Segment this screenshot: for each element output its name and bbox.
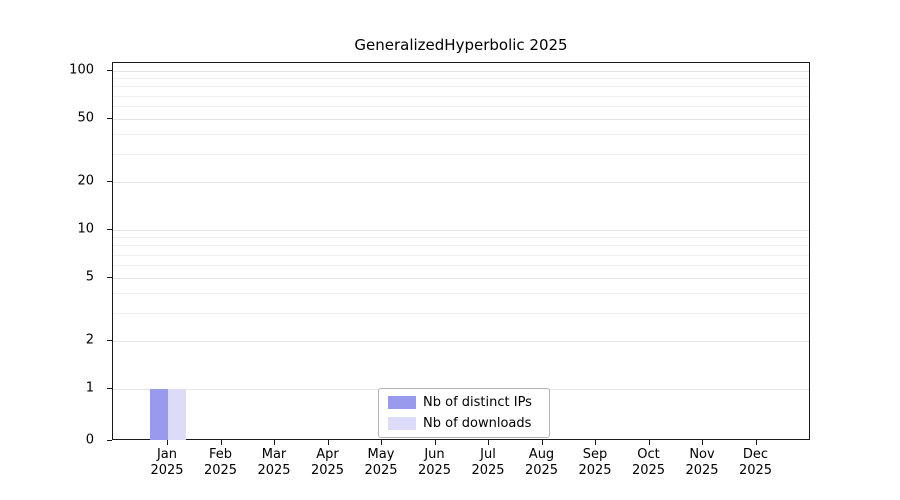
x-axis-tick-label: Nov 2025 xyxy=(672,447,732,479)
x-axis-tick xyxy=(488,440,489,445)
minor-gridline xyxy=(113,293,809,295)
x-axis-tick xyxy=(648,440,650,445)
minor-gridline xyxy=(113,265,809,267)
major-gridline xyxy=(113,182,809,184)
month-label: May xyxy=(367,447,395,462)
x-axis-tick-label: May 2025 xyxy=(351,447,411,479)
month-label: Dec xyxy=(742,447,769,462)
x-axis-tick xyxy=(595,440,596,445)
y-axis-tick-label: 10 xyxy=(77,221,94,237)
month-label: Jun xyxy=(424,447,445,462)
y-axis-tick-label: 20 xyxy=(77,173,94,189)
legend-label-downloads: Nb of downloads xyxy=(423,416,532,431)
major-gridline xyxy=(113,71,809,72)
month-label: Mar xyxy=(261,447,287,462)
major-gridline xyxy=(113,341,809,343)
year-label: 2025 xyxy=(257,463,291,478)
x-axis-tick xyxy=(274,440,275,445)
legend-swatch-distinct-ips xyxy=(388,396,416,409)
major-gridline xyxy=(113,277,809,279)
year-label: 2025 xyxy=(631,463,666,478)
month-label: Aug xyxy=(528,447,555,462)
x-axis-tick-label: Oct 2025 xyxy=(619,447,679,479)
x-axis-tick-label: Sep 2025 xyxy=(565,447,625,479)
y-axis-tick xyxy=(107,340,112,342)
chart-title: GeneralizedHyperbolic 2025 xyxy=(354,36,568,54)
year-label: 2025 xyxy=(150,463,184,478)
x-axis-tick xyxy=(381,440,382,445)
month-label: Sep xyxy=(582,447,608,462)
year-label: 2025 xyxy=(364,463,398,478)
year-label: 2025 xyxy=(738,463,773,478)
minor-gridline xyxy=(113,237,809,239)
minor-gridline xyxy=(113,245,809,247)
x-axis-tick-label: Aug 2025 xyxy=(512,447,572,479)
legend: Nb of distinct IPs Nb of downloads xyxy=(378,388,550,438)
major-gridline xyxy=(113,118,809,120)
y-axis-tick xyxy=(107,181,112,183)
y-axis-tick xyxy=(107,70,112,71)
major-gridline xyxy=(113,230,809,231)
year-label: 2025 xyxy=(203,463,238,478)
year-label: 2025 xyxy=(417,463,452,478)
year-label: 2025 xyxy=(578,463,612,478)
minor-gridline xyxy=(113,313,809,315)
legend-label-distinct-ips: Nb of distinct IPs xyxy=(423,395,532,410)
minor-gridline xyxy=(113,254,809,256)
y-axis-tick-label: 5 xyxy=(85,269,94,285)
minor-gridline xyxy=(113,106,809,108)
x-axis-tick-label: Feb 2025 xyxy=(191,447,251,479)
y-axis-tick-label: 1 xyxy=(85,380,94,396)
y-axis-tick-label: 0 xyxy=(85,432,94,448)
x-axis-tick xyxy=(220,440,222,445)
year-label: 2025 xyxy=(524,463,559,478)
minor-gridline xyxy=(113,95,809,97)
minor-gridline xyxy=(113,154,809,156)
y-axis-tick xyxy=(107,440,112,441)
x-axis-tick-label: Mar 2025 xyxy=(244,447,304,479)
x-axis-tick xyxy=(755,440,757,445)
month-label: Apr xyxy=(316,447,339,462)
year-label: 2025 xyxy=(471,463,505,478)
x-axis-tick xyxy=(167,440,168,445)
x-axis-tick xyxy=(702,440,703,445)
month-label: Oct xyxy=(637,447,660,462)
month-label: Nov xyxy=(689,447,715,462)
x-axis-tick xyxy=(327,440,329,445)
legend-entry-distinct-ips: Nb of distinct IPs xyxy=(388,395,540,410)
x-axis-tick-label: Jun 2025 xyxy=(405,447,465,479)
y-axis-tick xyxy=(107,276,112,278)
y-axis-tick-label: 100 xyxy=(69,62,94,78)
legend-swatch-downloads xyxy=(388,417,416,430)
legend-entry-downloads: Nb of downloads xyxy=(388,416,540,431)
bar-downloads xyxy=(168,389,186,440)
plot-area xyxy=(112,62,810,440)
x-axis-tick-label: Dec 2025 xyxy=(726,447,786,479)
bar-distinct-ips xyxy=(150,389,168,440)
y-axis-tick-label: 2 xyxy=(85,332,94,348)
y-axis-tick xyxy=(107,117,112,119)
minor-gridline xyxy=(113,134,809,136)
year-label: 2025 xyxy=(310,463,345,478)
x-axis-tick-label: Apr 2025 xyxy=(298,447,358,479)
minor-gridline xyxy=(113,78,809,80)
y-axis-tick xyxy=(107,388,112,389)
year-label: 2025 xyxy=(685,463,719,478)
month-label: Jul xyxy=(480,447,496,462)
month-label: Jan xyxy=(156,447,178,462)
x-axis-tick xyxy=(434,440,436,445)
x-axis-tick-label: Jan 2025 xyxy=(137,447,197,479)
x-axis-tick-label: Jul 2025 xyxy=(458,447,518,479)
y-axis-tick-label: 50 xyxy=(77,110,94,126)
y-axis-tick xyxy=(107,229,112,230)
x-axis-tick xyxy=(541,440,543,445)
month-label: Feb xyxy=(208,447,233,462)
minor-gridline xyxy=(113,86,809,88)
